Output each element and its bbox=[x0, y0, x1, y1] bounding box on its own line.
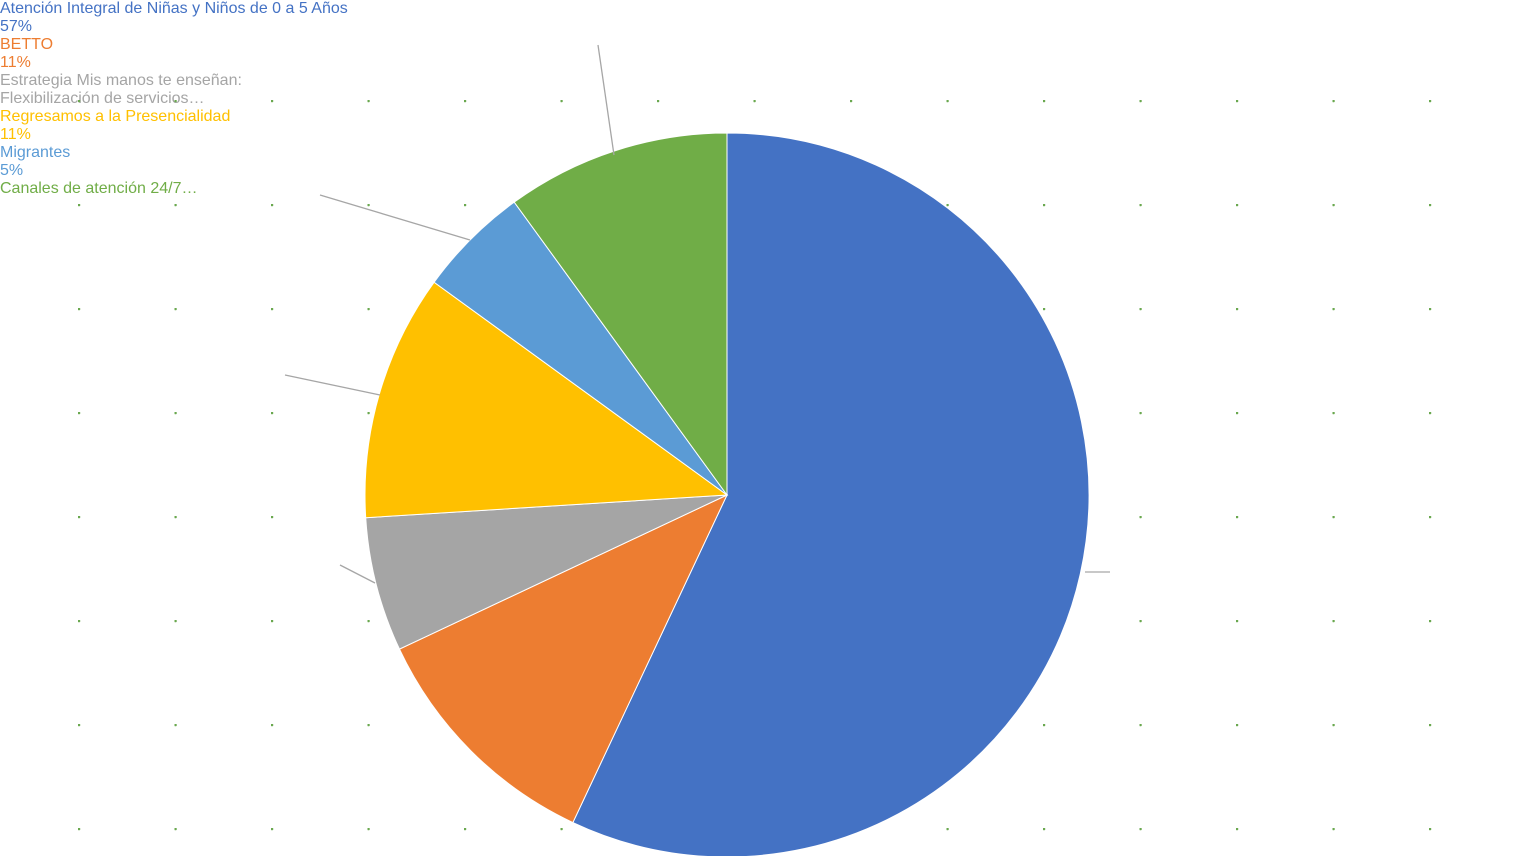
category-label: Atención Integral de Niñas y Niños de 0 … bbox=[0, 0, 348, 17]
value-label: 11% bbox=[0, 126, 31, 143]
slice-label: Migrantes 5% bbox=[0, 144, 200, 180]
pie-slice bbox=[572, 132, 1090, 856]
leader-line bbox=[339, 564, 376, 584]
slice-label: Atención Integral de Niñas y Niños de 0 … bbox=[0, 0, 420, 36]
value-label: 5% bbox=[0, 162, 24, 179]
pie-slice bbox=[364, 281, 729, 519]
leader-line bbox=[319, 194, 471, 241]
slice-label: BETTO 11% bbox=[0, 36, 200, 72]
value-label: 57% bbox=[0, 18, 33, 35]
leader-line bbox=[597, 44, 615, 156]
category-label: BETTO bbox=[0, 36, 54, 53]
category-label: Migrantes bbox=[0, 144, 71, 161]
pie-slice bbox=[365, 494, 728, 650]
value-label: 11% bbox=[0, 54, 31, 71]
leader-line bbox=[284, 374, 381, 396]
pie-slice bbox=[513, 132, 728, 497]
pie-slice bbox=[398, 493, 729, 824]
